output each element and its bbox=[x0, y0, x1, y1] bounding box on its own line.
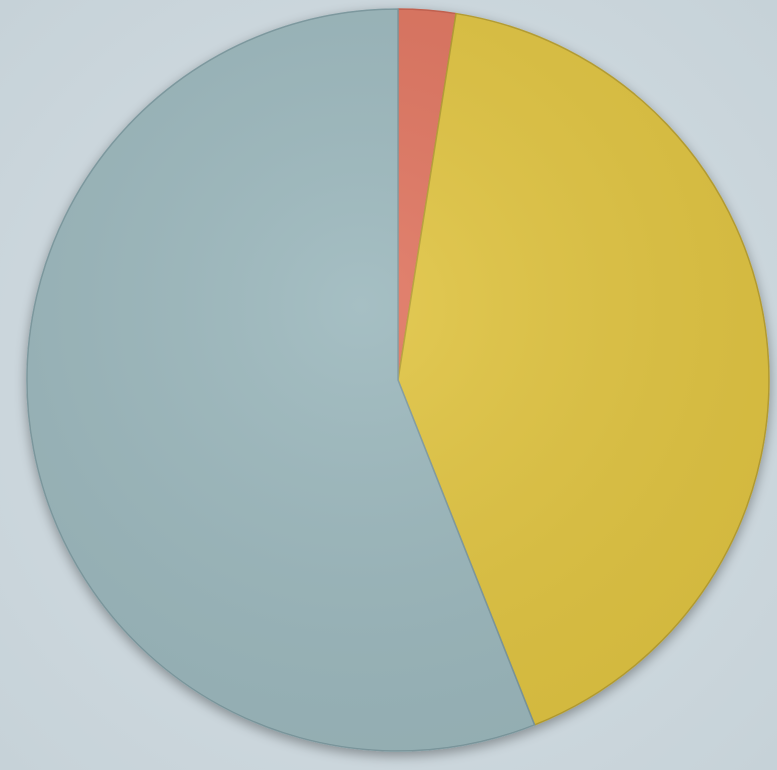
pie-slices bbox=[26, 8, 770, 752]
